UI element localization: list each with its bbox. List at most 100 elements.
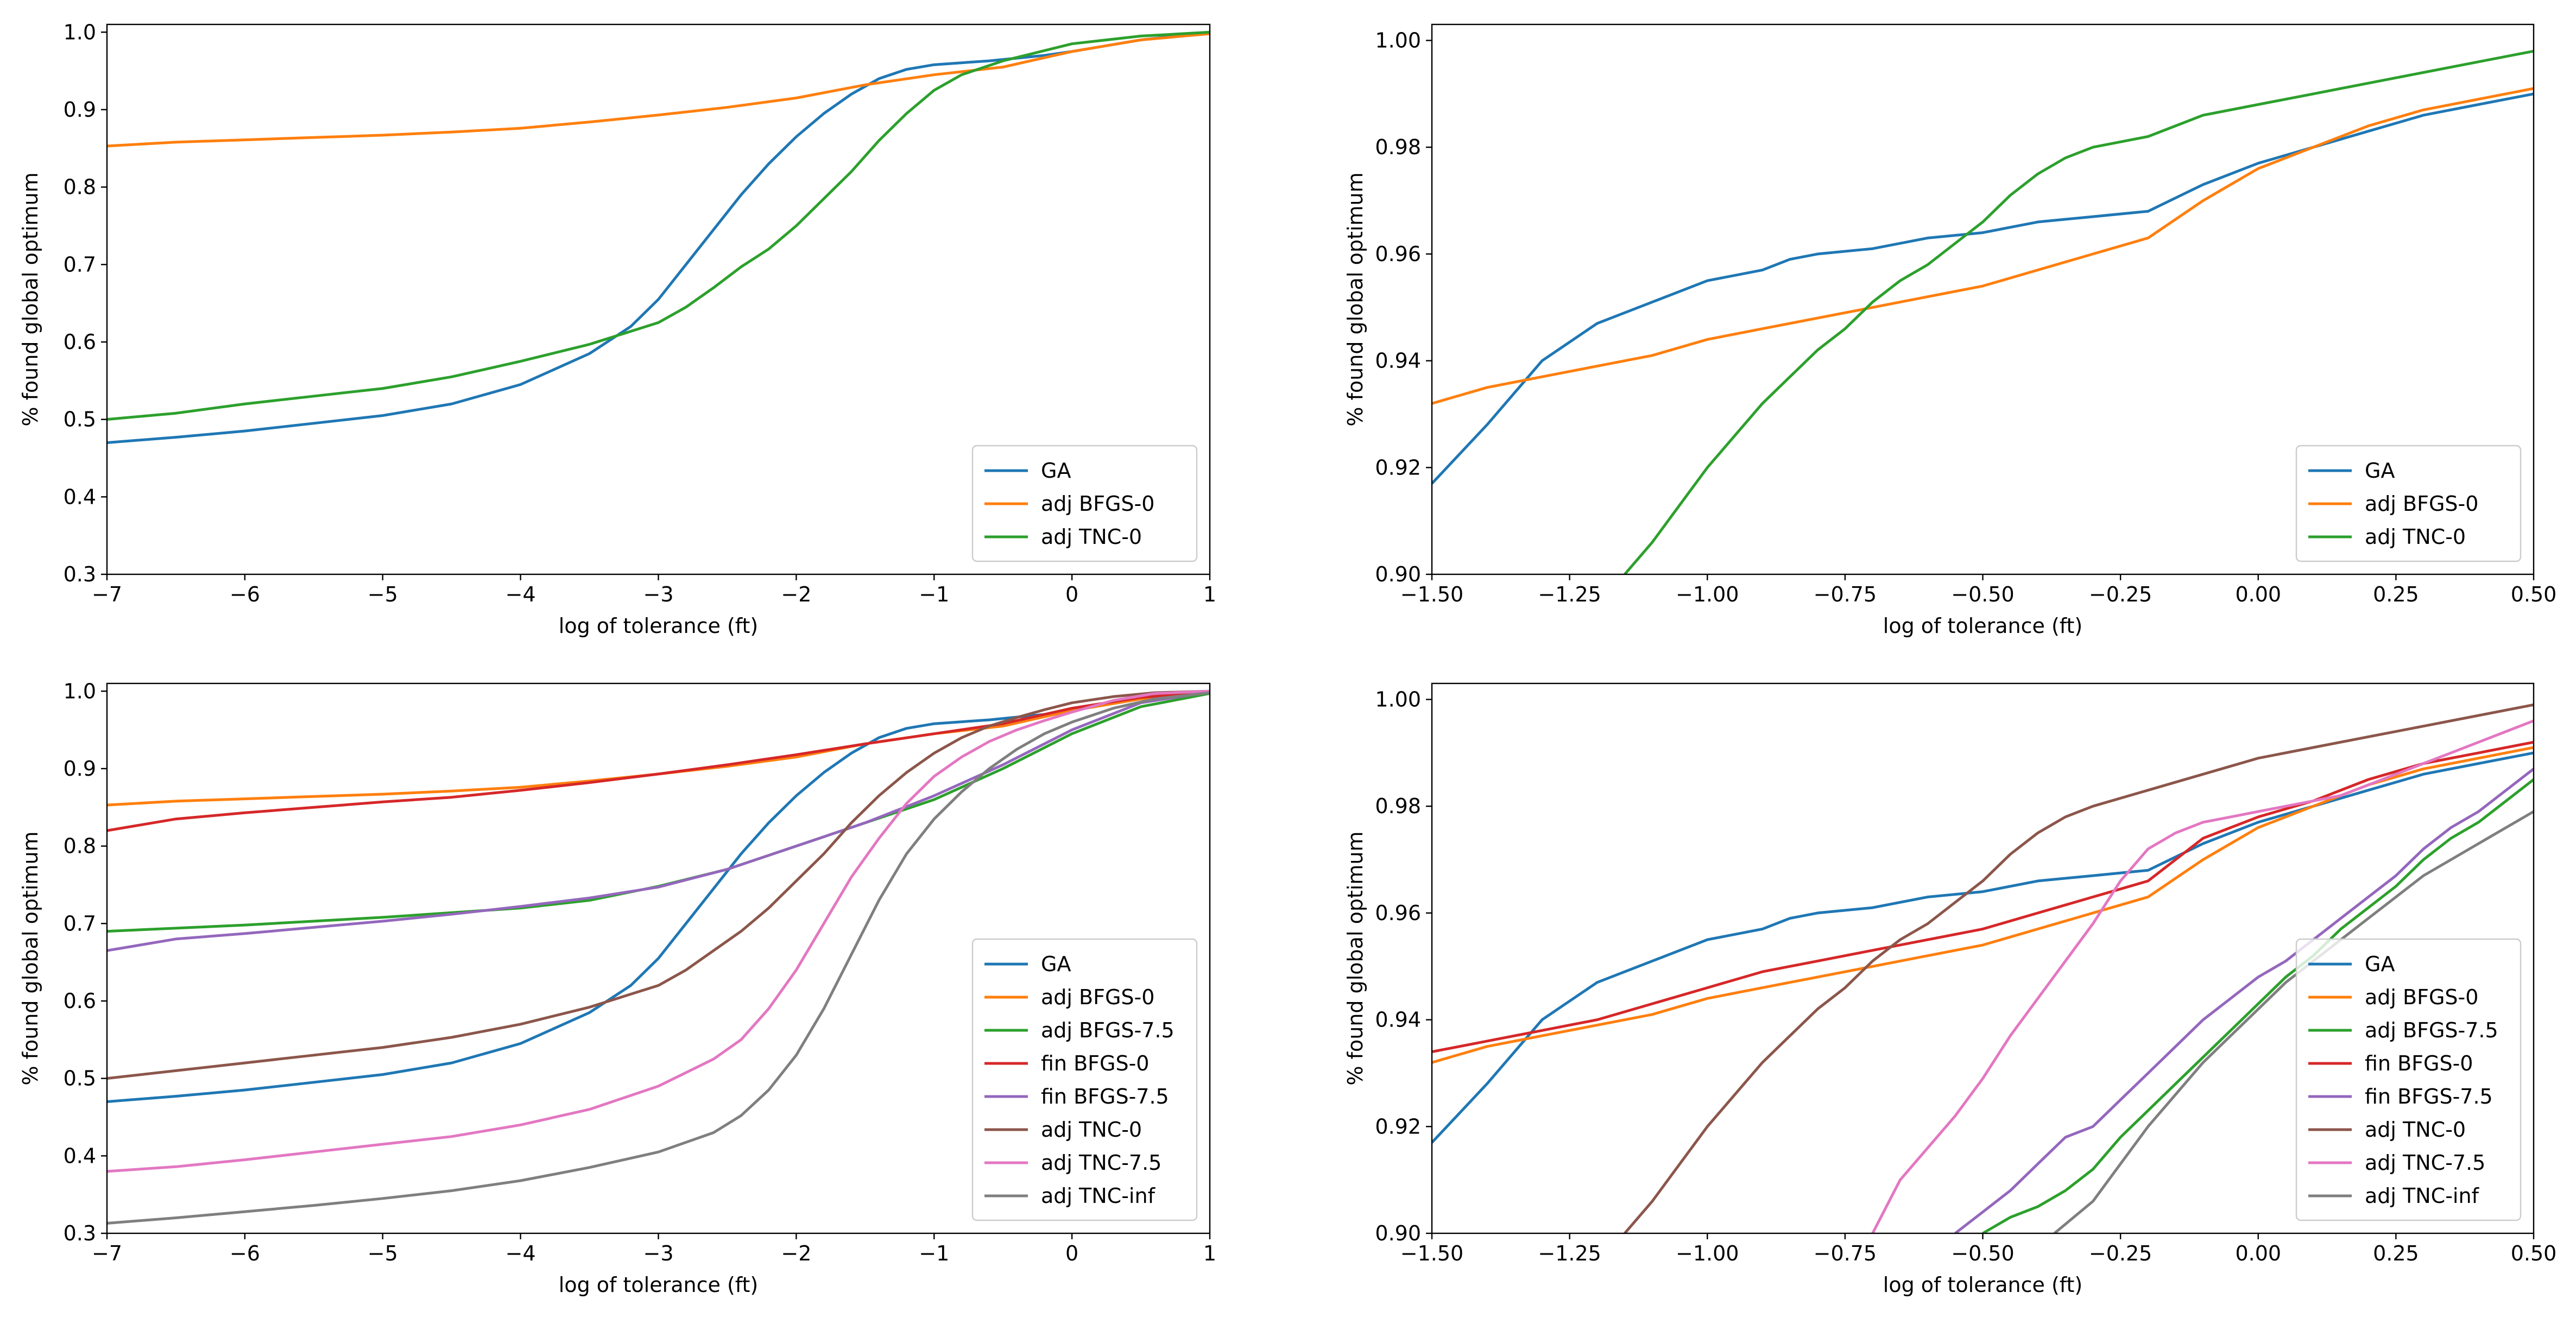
y-tick-label: 0.98 <box>1375 794 1421 818</box>
legend-entry-label: adj TNC-0 <box>2365 1118 2466 1142</box>
series-line-ga <box>107 689 1210 1103</box>
y-tick-label: 0.9 <box>64 757 96 781</box>
legend-entry-label: fin BFGS-7.5 <box>1041 1085 1169 1108</box>
x-tick-label: −5 <box>368 1241 398 1265</box>
x-tick-label: −3 <box>643 582 673 606</box>
x-tick-label: 0.50 <box>2511 582 2557 606</box>
y-tick-label: 1.0 <box>64 679 96 703</box>
y-tick-label: 0.4 <box>64 1144 96 1168</box>
series-line-adj-tnc-inf <box>107 691 1210 1225</box>
series-line-adj-tnc-0 <box>1624 703 2534 1233</box>
x-tick-label: 0.50 <box>2511 1241 2557 1265</box>
x-tick-label: −0.25 <box>2089 582 2152 606</box>
x-tick-label: −0.50 <box>1951 582 2014 606</box>
y-tick-label: 0.94 <box>1375 349 1421 373</box>
legend-entry-label: adj BFGS-0 <box>1041 985 1154 1009</box>
y-tick-label: 0.94 <box>1375 1008 1421 1032</box>
series-line-adj-tnc-7.5 <box>107 689 1210 1173</box>
series-line-ga <box>1432 92 2534 485</box>
legend-entry-label: fin BFGS-0 <box>2365 1051 2473 1075</box>
series-group <box>1432 49 2534 574</box>
legend-entry-label: GA <box>2365 459 2395 483</box>
y-tick-label: 0.98 <box>1375 135 1421 159</box>
y-tick-label: 0.96 <box>1375 901 1421 925</box>
y-tick-label: 0.90 <box>1375 562 1421 586</box>
x-tick-label: −1.00 <box>1676 582 1739 606</box>
legend-entry-label: GA <box>2365 952 2395 976</box>
legend: GA adj BFGS-0 adj TNC-0 <box>2295 445 2522 562</box>
y-tick-label: 0.5 <box>64 1067 96 1091</box>
y-tick-label: 1.00 <box>1375 29 1421 53</box>
y-axis-label: % found global optimum <box>18 831 42 1085</box>
y-tick-label: 0.6 <box>64 989 96 1013</box>
y-tick-label: 0.3 <box>64 562 96 586</box>
x-tick-label: −0.25 <box>2089 1241 2152 1265</box>
x-tick-label: −7 <box>92 582 122 606</box>
subplot-bottom-left: −7 −6 −5 −4 −3 −2 −1 0 1 0.3 0.4 0.5 0.6 0.7 0.8 0.9 1.0… <box>18 679 1216 1297</box>
series-line-adj-bfgs-0 <box>1432 87 2534 405</box>
x-tick-label: 1 <box>1203 1241 1216 1265</box>
series-line-fin-bfgs-7.5 <box>107 690 1210 952</box>
y-tick-label: 0.7 <box>64 252 96 276</box>
x-tick-label: −7 <box>92 1241 122 1265</box>
subplot-top-right: −1.50 −1.25 −1.00 −0.75 −0.50 −0.25 0.00 0.25 0.… <box>1343 23 2557 638</box>
legend-entry-label: adj TNC-inf <box>2365 1184 2480 1208</box>
series-line-adj-tnc-0 <box>107 30 1210 421</box>
series-line-ga <box>107 30 1210 444</box>
x-tick-label: −6 <box>230 1241 260 1265</box>
y-tick-label: 0.92 <box>1375 1114 1421 1138</box>
legend-box <box>971 445 1198 562</box>
legend: GA adj BFGS-0 adj TNC-0 <box>971 445 1198 562</box>
legend-entry-label: adj BFGS-0 <box>2365 985 2478 1009</box>
series-group <box>107 30 1210 444</box>
y-tick-label: 0.8 <box>64 834 96 858</box>
legend-box <box>971 938 1198 1221</box>
x-tick-label: −0.50 <box>1951 1241 2014 1265</box>
legend-entry-label: GA <box>1041 459 1071 483</box>
y-tick-label: 0.96 <box>1375 242 1421 266</box>
legend-entry-label: adj TNC-inf <box>1041 1184 1156 1208</box>
y-tick-label: 0.3 <box>64 1221 96 1245</box>
x-tick-label: −1.00 <box>1676 1241 1739 1265</box>
y-axis-label: % found global optimum <box>18 172 42 426</box>
x-tick-label: −1.50 <box>1400 582 1463 606</box>
x-tick-label: 0.25 <box>2373 1241 2419 1265</box>
subplot-bottom-right: −1.50 −1.25 −1.00 −0.75 −0.50 −0.25 0.00 0.25 0.… <box>1343 682 2557 1297</box>
legend-box <box>2295 938 2522 1221</box>
y-tick-label: 0.7 <box>64 911 96 935</box>
x-tick-label: 0.25 <box>2373 582 2419 606</box>
x-tick-label: −5 <box>368 582 398 606</box>
x-tick-label: −1.50 <box>1400 1241 1463 1265</box>
y-axis-label: % found global optimum <box>1343 172 1367 426</box>
y-tick-label: 1.0 <box>64 20 96 44</box>
x-tick-label: −1 <box>919 1241 949 1265</box>
x-tick-label: 1 <box>1203 582 1216 606</box>
legend-entry-label: adj TNC-0 <box>1041 525 1142 549</box>
legend-entry-label: adj BFGS-7.5 <box>2365 1018 2498 1042</box>
legend-entry-label: fin BFGS-0 <box>1041 1051 1149 1075</box>
legend-entry-label: adj TNC-0 <box>2365 525 2466 549</box>
x-tick-label: −6 <box>230 582 260 606</box>
legend: GA adj BFGS-0 adj BFGS-7.5 fin BFGS-0 fin BF… <box>971 938 1198 1221</box>
y-tick-label: 0.6 <box>64 330 96 354</box>
x-tick-label: −2 <box>781 582 811 606</box>
series-line-ga <box>1432 751 2534 1144</box>
series-group <box>107 689 1210 1225</box>
subplot-top-left: −7 −6 −5 −4 −3 −2 −1 0 1 0.3 0.4 0.5 0.6 0.7 0.8 0.9 1.0… <box>18 20 1216 638</box>
legend-box <box>2295 445 2522 562</box>
x-tick-label: −0.75 <box>1814 1241 1877 1265</box>
y-axis-label: % found global optimum <box>1343 831 1367 1085</box>
series-line-adj-bfgs-0 <box>107 32 1210 148</box>
y-tick-label: 0.5 <box>64 408 96 432</box>
x-axis-label: log of tolerance (ft) <box>559 1273 758 1297</box>
legend: GA adj BFGS-0 adj BFGS-7.5 fin BFGS-0 fin BF… <box>2295 938 2522 1221</box>
y-tick-label: 0.90 <box>1375 1221 1421 1245</box>
legend-entry-label: adj TNC-7.5 <box>1041 1151 1161 1175</box>
x-axis-label: log of tolerance (ft) <box>1883 1273 2082 1297</box>
series-line-fin-bfgs-0 <box>1432 740 2534 1054</box>
x-tick-label: 0 <box>1065 582 1078 606</box>
x-tick-label: 0.00 <box>2235 1241 2281 1265</box>
series-line-adj-tnc-0 <box>107 689 1210 1080</box>
x-tick-label: −4 <box>506 582 536 606</box>
